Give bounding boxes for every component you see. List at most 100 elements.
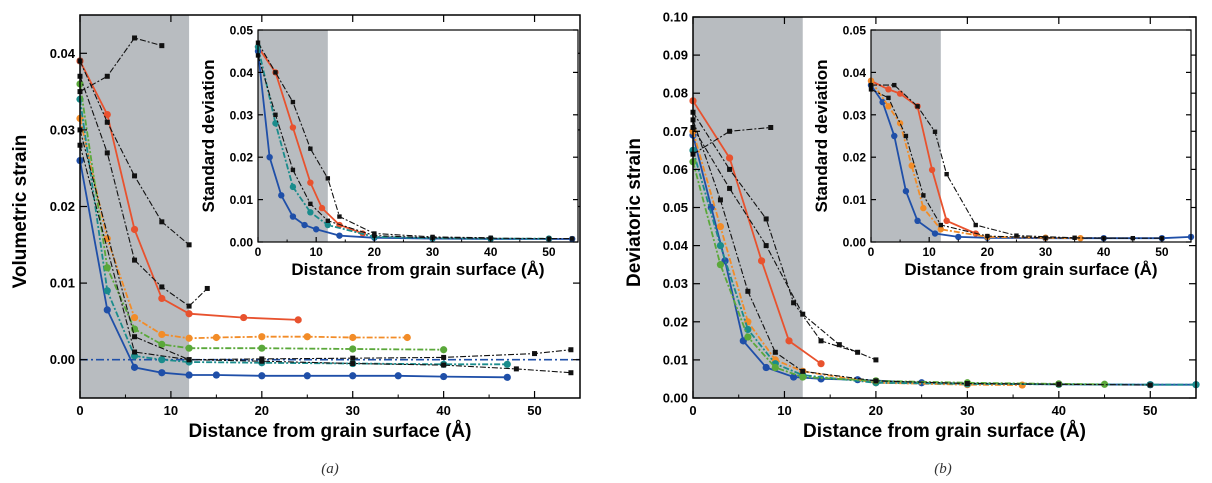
y-tick-label: 0.10: [663, 10, 688, 25]
series-line-6: [692, 112, 858, 353]
data-point: [394, 372, 402, 380]
inset-data-point: [272, 120, 279, 127]
inset-data-point: [336, 232, 343, 239]
inset-data-point: [289, 124, 297, 131]
data-point: [441, 354, 447, 360]
data-point: [103, 110, 111, 119]
inset-x-tick-label: 30: [426, 245, 440, 259]
y-tick-label: 0.00: [50, 352, 75, 367]
inset-series-line-1: [257, 51, 573, 240]
x-tick-label: 0: [76, 403, 83, 418]
data-point: [158, 356, 166, 364]
inset-data-point: [955, 233, 962, 241]
inset-x-tick-label: 30: [1039, 245, 1053, 259]
inset-x-tick-label: 40: [1097, 245, 1111, 259]
data-point: [132, 173, 138, 179]
series-line-5: [692, 126, 771, 155]
panel-a: 0 10 20 30 40 50 0.00 0.01 0.02 0.03 0.04 Distance …: [10, 14, 581, 477]
data-point: [836, 342, 842, 348]
inset-data-point: [908, 162, 915, 169]
y-tick-label: 0.04: [663, 238, 689, 253]
x-tick-label: 10: [164, 403, 178, 418]
inset-x-tick-label: 20: [981, 245, 995, 259]
inset-data-point: [902, 187, 910, 195]
data-point: [873, 357, 879, 363]
inset-x-tick-label: 10: [923, 245, 937, 259]
data-point: [132, 349, 138, 355]
inset-data-point: [943, 217, 950, 224]
data-point: [130, 313, 139, 322]
inset-y-tick-label: 0.04: [230, 66, 254, 80]
inset-data-point: [266, 154, 273, 161]
data-point: [158, 340, 166, 348]
inset-data-point: [896, 90, 904, 97]
inset-data-point: [325, 218, 331, 223]
data-point: [568, 347, 574, 353]
x-axis-title: Distance from grain surface (Å): [803, 421, 1086, 442]
data-point: [186, 242, 192, 248]
data-point: [800, 368, 806, 374]
data-point: [964, 381, 970, 387]
inset-data-point: [885, 103, 892, 110]
inset-data-point: [921, 193, 926, 198]
inset-y-tick-label: 0.03: [230, 108, 254, 122]
data-point: [503, 360, 511, 368]
data-point: [185, 344, 193, 352]
data-point: [350, 361, 356, 367]
data-point: [744, 325, 752, 334]
inset-plot-frame: [870, 29, 1192, 243]
data-point: [212, 371, 220, 379]
inset-data-point: [885, 86, 892, 93]
data-point: [185, 310, 193, 318]
inset-chart: 0 10 20 30 40 50 0.00 0.01 0.02 0.03 0.04 0.05 Dista…: [199, 24, 579, 279]
inset-y-tick-label: 0.05: [843, 24, 867, 38]
inset-data-point: [937, 226, 945, 233]
data-point: [763, 243, 769, 249]
series-line-4: [79, 83, 444, 351]
inset-data-point: [307, 179, 314, 186]
data-point: [800, 311, 806, 317]
inset-data-point: [289, 213, 297, 220]
data-point: [350, 355, 356, 361]
x-tick-label: 40: [436, 403, 450, 418]
data-point: [212, 333, 220, 342]
data-point: [349, 372, 357, 380]
data-point: [1147, 382, 1153, 388]
inset-data-point: [985, 233, 990, 239]
inset-y-tick-label: 0.04: [843, 66, 867, 80]
inset-data-point: [278, 192, 285, 199]
data-point: [873, 378, 879, 384]
inset-data-point: [1014, 233, 1019, 238]
inset-y-tick-label: 0.01: [230, 193, 254, 207]
y-tick-label: 0.01: [50, 276, 75, 291]
inset-data-point: [273, 112, 278, 117]
data-point: [103, 306, 111, 314]
inset-data-point: [324, 221, 332, 229]
data-point: [1056, 381, 1062, 387]
data-point: [186, 303, 192, 309]
panel-caption: (b): [934, 461, 952, 477]
inset-x-tick-label: 50: [542, 245, 556, 259]
data-point: [303, 333, 311, 341]
series-line-6: [79, 60, 190, 246]
y-tick-label: 0.02: [663, 314, 688, 329]
inset-chart: 0 10 20 30 40 50 0.00 0.01 0.02 0.03 0.04 0.05 Dista…: [812, 24, 1195, 279]
inset-data-point: [289, 183, 297, 191]
data-point: [503, 373, 511, 381]
data-point: [130, 363, 139, 371]
inset-y-tick-label: 0.03: [843, 108, 867, 122]
inset-x-tick-label: 40: [484, 245, 498, 259]
y-tick-label: 0.01: [663, 352, 688, 367]
data-point: [259, 356, 265, 362]
x-tick-label: 30: [345, 403, 359, 418]
data-point: [104, 119, 110, 125]
series-line-8: [79, 129, 571, 374]
series-line-5: [79, 37, 162, 93]
inset-x-axis-title: Distance from grain surface (Å): [291, 260, 544, 279]
inset-data-point: [372, 233, 377, 238]
data-point: [104, 150, 110, 156]
inset-y-tick-label: 0.02: [843, 151, 867, 165]
data-point: [132, 257, 138, 263]
inset-data-point: [915, 104, 920, 109]
x-tick-label: 10: [777, 403, 791, 418]
